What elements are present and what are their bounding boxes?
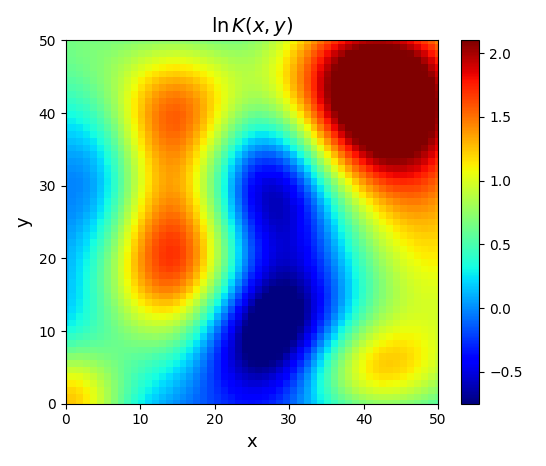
Y-axis label: y: y	[15, 217, 33, 227]
Title: $\ln K(x, y)$: $\ln K(x, y)$	[211, 15, 293, 38]
X-axis label: x: x	[247, 433, 257, 451]
